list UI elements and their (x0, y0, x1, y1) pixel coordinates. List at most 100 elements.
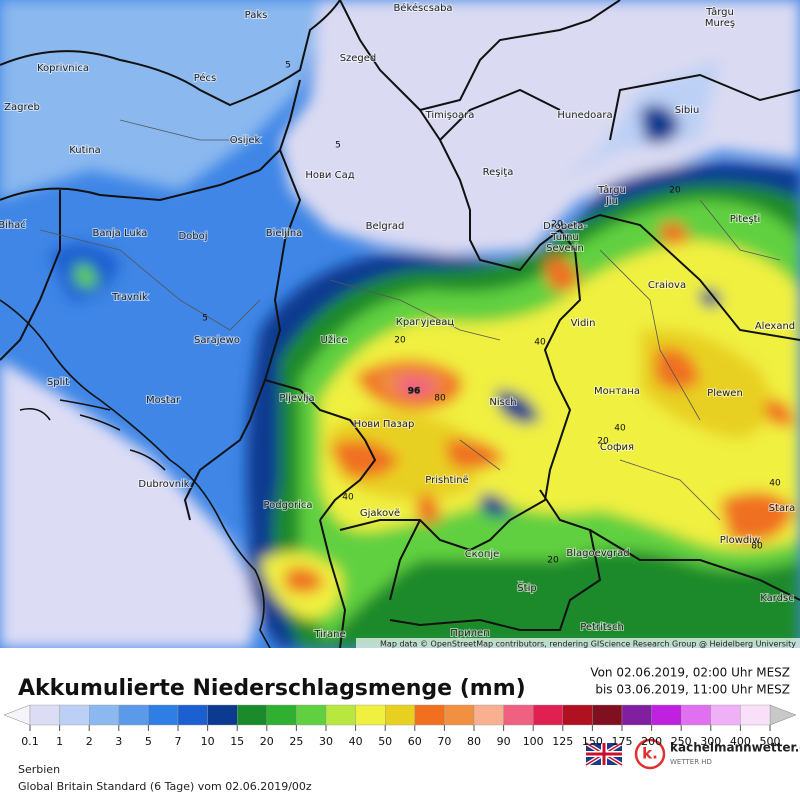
region: Serbien (18, 763, 60, 776)
city-label: Koprivnica (37, 63, 89, 74)
logo (634, 738, 666, 770)
legend-swatch (621, 704, 652, 726)
contour-label: 5 (202, 314, 208, 324)
city-label: Doboj (178, 231, 207, 242)
legend-swatch (59, 704, 90, 726)
city-label: Pljevlja (279, 393, 314, 404)
city-label: Belgrad (366, 221, 405, 232)
city-label: Petritsch (580, 622, 624, 633)
legend-tick-label: 80 (467, 735, 481, 748)
legend-swatch (710, 704, 741, 726)
legend-tick-label: 15 (230, 735, 244, 748)
city-label: Užice (321, 334, 348, 346)
city-label: Piteşti (730, 214, 761, 225)
contour-label: 20 (547, 556, 559, 566)
city-label: Hunedoara (557, 110, 612, 121)
legend-swatch (444, 704, 475, 726)
city-label: Tirane (313, 629, 345, 640)
city-label: Kutina (69, 145, 101, 156)
model: Global Britain Standard (6 Tage) vom 02.… (18, 780, 312, 793)
legend-swatch (88, 704, 119, 726)
legend-tick-label: 25 (289, 735, 303, 748)
legend-swatch (385, 704, 416, 726)
legend-swatch (414, 704, 445, 726)
legend-swatch (266, 704, 297, 726)
legend-swatch (355, 704, 386, 726)
city-label: Craiova (648, 280, 686, 291)
city-label: Sibiu (675, 105, 700, 116)
city-label: Paks (245, 10, 268, 21)
city-label: Монтана (594, 386, 640, 397)
valid-from: Von 02.06.2019, 02:00 Uhr MESZ (590, 666, 790, 680)
city-label: Turnu (550, 232, 579, 243)
city-label: Travnik (111, 292, 148, 303)
city-label: Jiu (605, 196, 618, 207)
legend-tick-label: 400 (730, 735, 751, 748)
contour-label: 5 (335, 141, 341, 151)
city-label: Dubrovnik (138, 479, 189, 490)
city-label: Alexand (755, 321, 795, 332)
legend-swatch (118, 704, 149, 726)
legend-tick-label: 1 (56, 735, 63, 748)
city-label: Mostar (146, 395, 181, 406)
attribution-bg (356, 638, 800, 648)
legend-swatch (740, 704, 771, 726)
flag-uk (584, 741, 624, 767)
legend-tick-label: 250 (671, 735, 692, 748)
contour-label: 20 (597, 437, 609, 447)
logo-letter: k. (642, 745, 658, 763)
city-label: Prishtinë (425, 475, 468, 486)
legend-swatch (681, 704, 712, 726)
city-label: Нови Сад (305, 170, 354, 181)
title: Akkumulierte Niederschlagsmenge (mm) (18, 676, 526, 701)
legend-tick-label: 20 (260, 735, 274, 748)
city-label: Vidin (571, 318, 596, 329)
city-label: Târgu (705, 6, 734, 18)
city-label: Plewen (707, 388, 743, 399)
city-label: Podgorica (263, 500, 312, 511)
legend-tick-label: 175 (612, 735, 633, 748)
max-label: 96 (408, 387, 421, 397)
legend-tick-label: 500 (760, 735, 781, 748)
legend-tick-label: 300 (700, 735, 721, 748)
legend-tick-label: 125 (552, 735, 573, 748)
legend-tick-label: 100 (523, 735, 544, 748)
legend-swatch (325, 704, 356, 726)
city-label: Târgu (597, 184, 626, 196)
contour-label: 40 (614, 424, 626, 434)
legend-swatch (296, 704, 327, 726)
legend-tick-label: 0.1 (21, 735, 39, 748)
city-label: Mureş (705, 18, 735, 29)
city-label: Split (47, 377, 69, 388)
legend-tick-label: 2 (86, 735, 93, 748)
city-label: Banja Luka (93, 228, 148, 239)
legend-tick-label: 200 (641, 735, 662, 748)
legend-swatch (533, 704, 564, 726)
city-label: Zagreb (4, 102, 40, 113)
legend-swatch (177, 704, 208, 726)
contour-label: 40 (534, 338, 546, 348)
contour-label: 40 (769, 479, 781, 489)
city-label: Kardsc (760, 593, 794, 604)
city-label: Скопје (465, 548, 500, 560)
city-label: Szeged (340, 53, 377, 64)
city-label: Nisch (489, 397, 516, 408)
city-label: Békéscsaba (393, 2, 452, 14)
city-label: Нови Пазар (354, 419, 415, 430)
city-label: Štip (517, 581, 536, 594)
city-label: Reşiţa (483, 167, 514, 178)
city-label: София (600, 442, 634, 453)
legend-tick-label: 40 (349, 735, 363, 748)
city-label: Severin (546, 243, 584, 254)
borders (0, 0, 800, 648)
city-label: Plowdiw (720, 535, 760, 546)
legend-tick-label: 10 (201, 735, 215, 748)
legend-swatch (503, 704, 534, 726)
contour-label: 20 (669, 186, 681, 196)
city-label: Прилеп (450, 628, 489, 639)
contour-label: 20 (394, 336, 406, 346)
legend-tick-label: 3 (115, 735, 122, 748)
